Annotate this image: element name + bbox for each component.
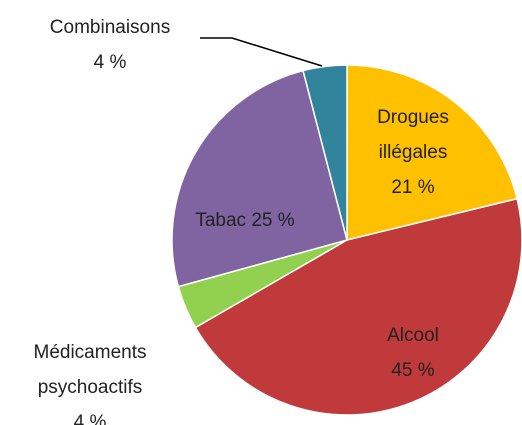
slice-label: Drogues illégales 21 % xyxy=(353,100,473,205)
category-label: Alcool xyxy=(387,325,439,346)
value-label: 45 % xyxy=(391,360,435,381)
value-label: 4 % xyxy=(73,412,107,425)
value-label: 4 % xyxy=(93,52,127,73)
pie-slice xyxy=(346,64,518,241)
slice-label: Combinaisons 4 % xyxy=(10,10,210,80)
slice-label: Alcool 45 % xyxy=(353,318,473,388)
pie-slice xyxy=(171,69,348,288)
pie-slice xyxy=(302,64,348,241)
value-label: 21 % xyxy=(391,177,435,198)
category-label: Combinaisons xyxy=(49,17,171,38)
slice-label: Médicaments psychoactifs 4 % xyxy=(0,335,190,425)
category-label: Drogues illégales xyxy=(377,107,449,163)
slice-label: Tabac 25 % xyxy=(165,203,325,238)
pie-slice xyxy=(194,197,522,416)
category-label: Tabac xyxy=(195,210,247,231)
value-label: 25 % xyxy=(251,210,295,231)
category-label: Médicaments psychoactifs xyxy=(33,342,147,398)
leader-line xyxy=(200,37,323,67)
